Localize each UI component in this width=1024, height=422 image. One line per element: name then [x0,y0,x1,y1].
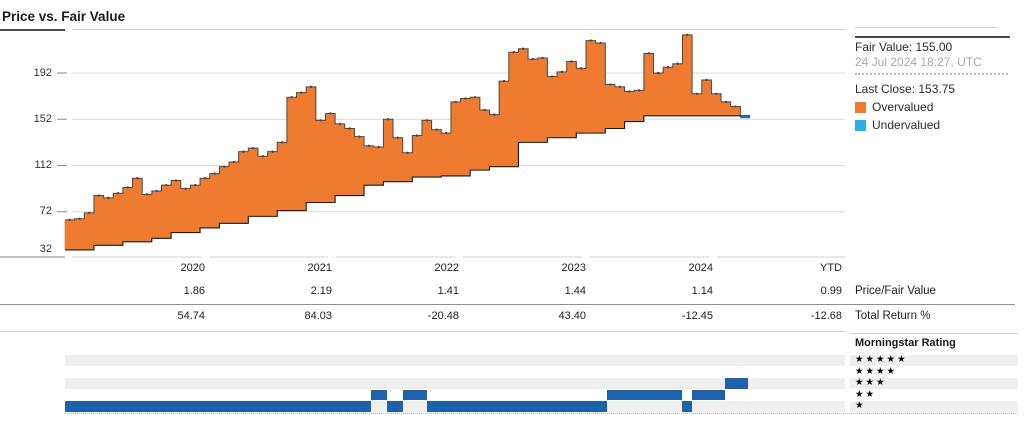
rating-timeline-segment-2-star [371,389,387,400]
row-label-price-fair-value: Price/Fair Value [855,285,936,297]
total-return-cell: -12.68 [810,310,842,322]
legend-item-undervalued: Undervalued [855,118,940,132]
x-axis-year-label: 2023 [561,262,586,274]
price-fair-value-cell: 1.41 [437,285,459,297]
x-axis-year-label: 2020 [180,262,205,274]
title-underline [0,29,65,31]
panel-dotted-separator [855,73,1008,75]
x-axis-year-label: 2024 [688,262,713,274]
rating-timeline-segment-2-star [692,389,726,400]
total-return-cell: 43.40 [558,310,586,322]
table-rule-bottom [0,331,845,332]
rating-bottom-dotted-rule [65,413,1018,414]
fair-value-timestamp: 24 Jul 2024 18:27, UTC [855,55,982,69]
rating-timeline-segment-2-star [403,389,427,400]
fair-value-text: Fair Value: 155.00 [855,40,953,54]
overvalued-swatch [855,101,866,113]
x-axis-year-label: 2022 [434,262,459,274]
legend-label: Overvalued [872,100,934,114]
total-return-cell: 54.74 [177,310,205,322]
table-rule-mid [0,304,1015,305]
rating-legend-band [850,355,1018,366]
page-title: Price vs. Fair Value [2,9,126,24]
rating-timeline-band-5-star [65,355,845,366]
price-fair-value-cell: 0.99 [820,285,842,297]
last-close-text: Last Close: 153.75 [855,82,956,96]
rating-timeline-band-2-star [65,390,845,401]
rating-timeline-band-3-star [65,378,845,389]
undervalued-swatch [855,119,866,131]
panel-header-rule-light [855,27,997,28]
legend-item-overvalued: Overvalued [855,100,933,114]
row-label-total-return: Total Return % [855,310,931,322]
rating-timeline-segment-1-star [682,401,692,412]
total-return-cell: -12.45 [681,310,713,322]
rating-header-rule [850,333,1018,334]
star-rating-1: ★ [855,400,866,411]
price-fair-value-cell: 2.19 [310,285,332,297]
rating-timeline-segment-1-star [387,401,403,412]
star-rating-3: ★★★ [855,377,887,388]
total-return-cell: -20.48 [427,310,459,322]
header-rule [72,29,845,30]
y-axis-tick-label: 72 [39,205,52,218]
rating-timeline-segment-2-star [607,389,682,400]
total-return-cell: 84.03 [304,310,332,322]
x-axis-year-label: YTD [820,262,842,274]
legend-label: Undervalued [872,118,941,132]
rating-timeline-segment-1-star [65,401,371,412]
rating-timeline-segment-3-star [725,378,748,389]
y-axis-tick-label: 112 [34,159,52,171]
y-axis-tick-label: 152 [33,112,52,125]
price-fair-value-cell: 1.86 [183,285,205,297]
row-label-morningstar-rating: Morningstar Rating [855,337,956,349]
y-axis-tick-label: 192 [33,66,52,79]
y-axis-tick-label: 32 [39,242,52,255]
star-rating-4: ★★★★ [855,365,898,377]
x-axis-year-label: 2021 [307,262,332,274]
star-rating-5: ★★★★★ [855,354,908,365]
rating-legend-band [850,378,1018,389]
rating-timeline-segment-1-star [427,401,607,412]
rating-legend-band [850,401,1018,412]
star-rating-2: ★★ [855,388,877,400]
panel-header-rule-dark [855,36,1010,38]
rating-timeline-band-4-star [65,367,845,378]
price-fair-value-cell: 1.14 [691,285,713,297]
price-fair-value-cell: 1.44 [564,285,586,297]
